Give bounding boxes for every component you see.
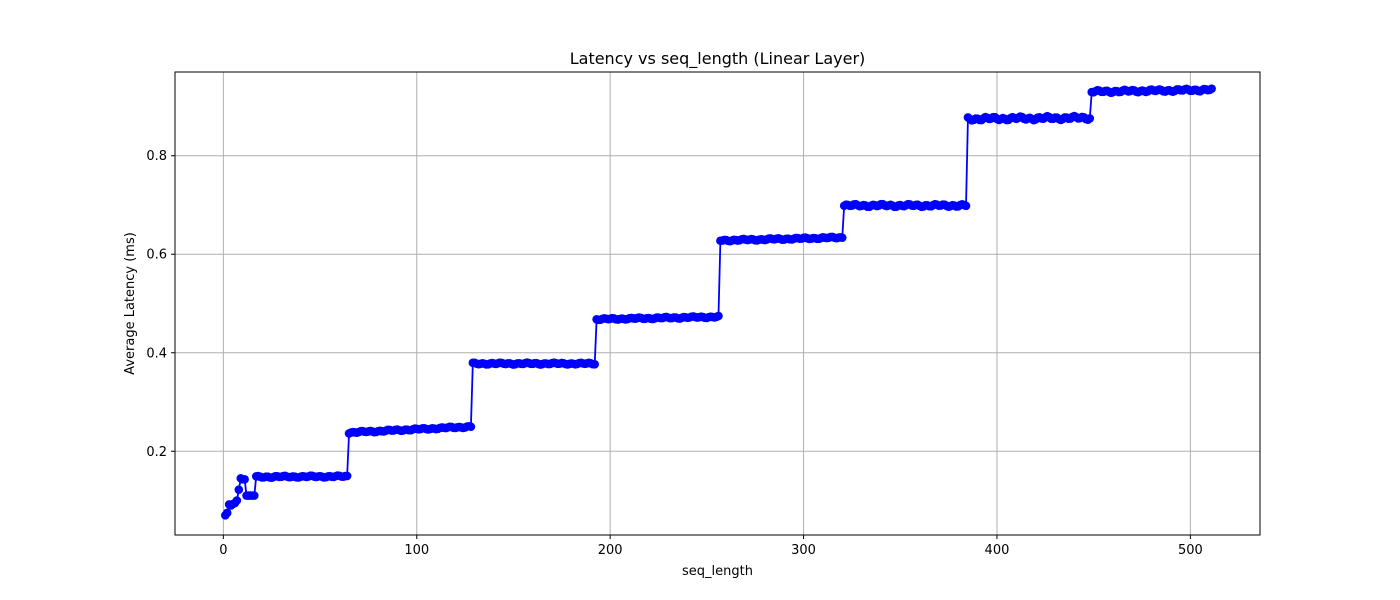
- chart-title: Latency vs seq_length (Linear Layer): [570, 49, 866, 69]
- axis-ticks: 0 100 200 300 400 500 0.2 0.4 0.6 0.8: [146, 149, 1202, 558]
- x-tick-label: 400: [985, 543, 1010, 558]
- data-point: [590, 360, 599, 369]
- x-tick-label: 0: [219, 543, 227, 558]
- grid-lines: [175, 72, 1260, 535]
- data-point: [222, 508, 232, 518]
- data-point: [837, 233, 847, 242]
- x-tick-label: 300: [791, 543, 816, 558]
- y-axis-label: Average Latency (ms): [123, 232, 138, 375]
- data-point: [466, 422, 476, 432]
- x-axis-label: seq_length: [682, 564, 753, 579]
- y-tick-label: 0.4: [146, 346, 167, 361]
- data-point: [714, 311, 723, 321]
- data-point: [342, 471, 352, 481]
- data-point: [961, 201, 971, 211]
- x-tick-label: 200: [598, 543, 623, 558]
- data-point: [250, 491, 259, 500]
- y-tick-label: 0.2: [146, 445, 167, 460]
- y-tick-label: 0.6: [146, 248, 167, 263]
- data-point: [1085, 114, 1095, 123]
- data-point: [1207, 84, 1216, 93]
- data-point: [232, 496, 242, 505]
- plot-area: [175, 72, 1260, 535]
- x-tick-label: 500: [1178, 543, 1203, 558]
- data-point: [234, 485, 244, 494]
- series-layer: [220, 84, 1216, 520]
- data-point: [240, 475, 249, 484]
- x-tick-label: 100: [404, 543, 429, 558]
- y-tick-label: 0.8: [146, 149, 167, 164]
- plot-frame: [174, 71, 1261, 536]
